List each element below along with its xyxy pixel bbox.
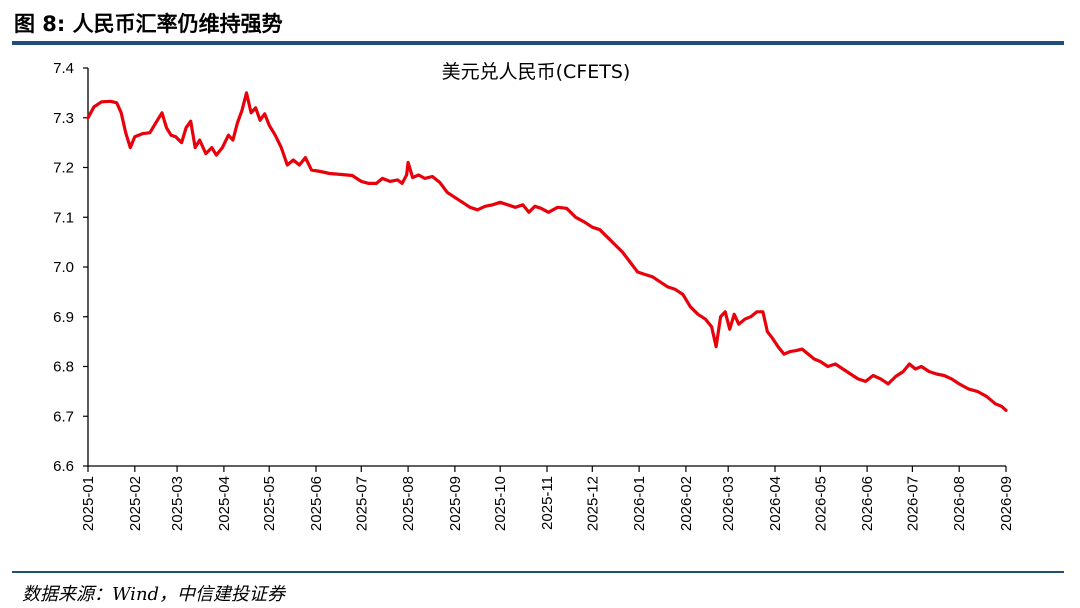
series-group <box>86 91 1008 412</box>
y-tick-label: 7.1 <box>53 209 74 226</box>
line-chart: 美元兑人民币(CFETS) 6.6 6.7 6.8 6.9 7.0 7.1 7.2 7.3 7.… <box>53 60 1015 531</box>
y-tick-label: 6.7 <box>53 408 74 425</box>
x-tick-label: 2026-06 <box>859 476 876 531</box>
axes: 6.6 6.7 6.8 6.9 7.0 7.1 7.2 7.3 7.4 2025-01 2025-0… <box>53 60 1015 531</box>
x-tick-label: 2026-03 <box>720 476 737 531</box>
top-rule <box>12 41 1064 45</box>
x-tick-label: 2025-09 <box>447 476 464 531</box>
x-tick-label: 2025-10 <box>492 476 509 531</box>
x-tick-label: 2026-07 <box>904 476 921 531</box>
x-tick-label: 2025-03 <box>169 476 186 531</box>
x-tick-label: 2025-08 <box>400 476 417 531</box>
x-tick-label: 2026-02 <box>678 476 695 531</box>
x-tick-label: 2026-08 <box>951 476 968 531</box>
series-line <box>86 91 1008 412</box>
x-tick-label: 2025-07 <box>353 476 370 531</box>
y-tick-label: 6.8 <box>53 359 74 376</box>
x-tick-label: 2025-02 <box>127 476 144 531</box>
x-tick-label: 2025-05 <box>261 476 278 531</box>
bottom-rule <box>12 571 1064 573</box>
y-tick-label: 7.2 <box>53 160 74 177</box>
x-tick-label: 2026-04 <box>767 476 784 531</box>
figure-title: 图 8: 人民币汇率仍维持强势 <box>14 12 283 36</box>
x-tick-label: 2025-11 <box>539 476 556 530</box>
source-note: 数据来源：Wind，中信建投证券 <box>22 584 286 605</box>
y-tick-label: 6.6 <box>53 458 74 475</box>
x-tick-label: 2025-06 <box>308 476 325 531</box>
y-tick-label: 7.3 <box>53 110 74 127</box>
y-tick-label: 7.4 <box>53 60 74 77</box>
x-tick-label: 2025-01 <box>80 476 97 531</box>
x-tick-label: 2025-12 <box>584 476 601 531</box>
y-tick-label: 6.9 <box>53 309 74 326</box>
x-tick-label: 2026-09 <box>998 476 1015 531</box>
y-tick-label: 7.0 <box>53 259 74 276</box>
x-tick-label: 2026-05 <box>812 476 829 531</box>
x-tick-label: 2025-04 <box>216 476 233 531</box>
x-tick-label: 2026-01 <box>631 476 648 531</box>
chart-title: 美元兑人民币(CFETS) <box>442 61 631 83</box>
